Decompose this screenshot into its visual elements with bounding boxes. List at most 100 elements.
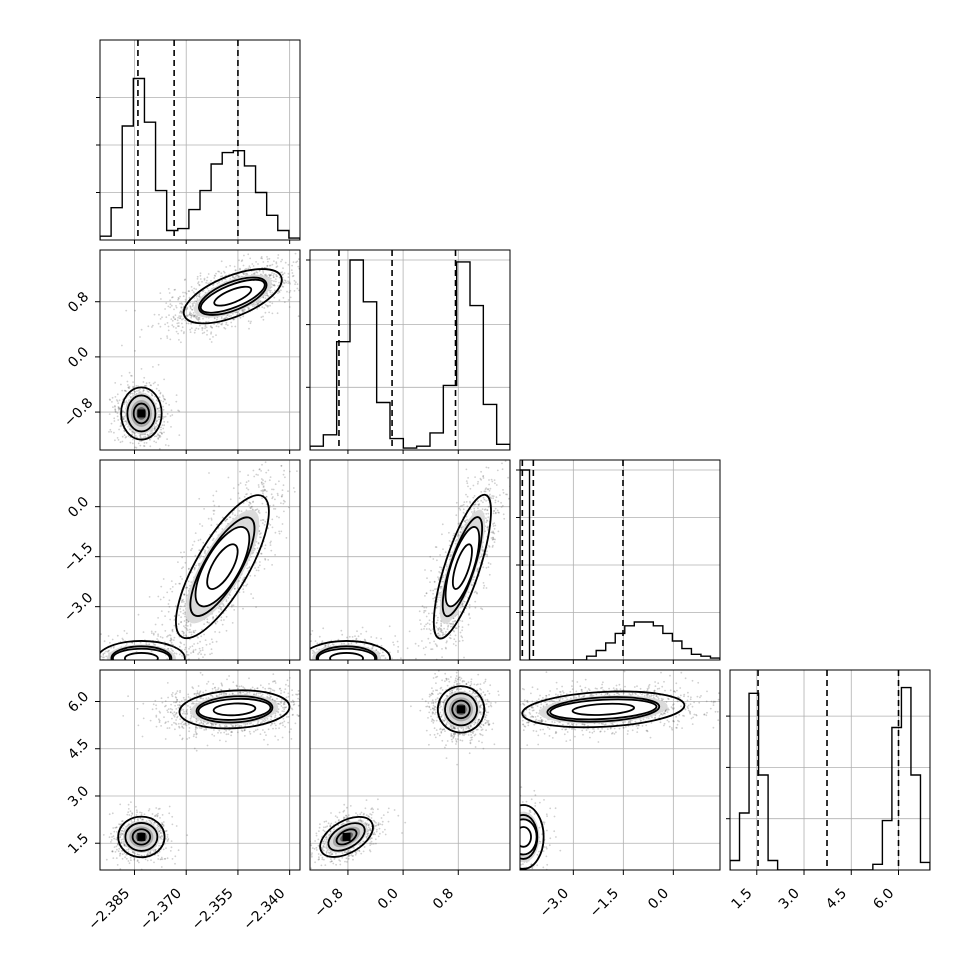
scatter-point	[173, 636, 176, 639]
scatter-point	[260, 470, 262, 472]
scatter-point	[131, 392, 134, 395]
scatter-point	[329, 662, 331, 664]
scatter-point	[192, 680, 194, 682]
scatter-point	[340, 642, 343, 645]
scatter-point	[123, 665, 125, 667]
scatter-point	[184, 291, 187, 294]
scatter-point	[459, 631, 462, 634]
scatter-point	[154, 665, 156, 667]
scatter-point	[370, 636, 373, 638]
scatter-point	[122, 410, 124, 412]
scatter-point	[278, 291, 281, 294]
scatter-point	[337, 665, 339, 667]
scatter-point	[143, 433, 146, 436]
scatter-point	[487, 505, 490, 508]
scatter-point	[198, 295, 201, 298]
scatter-point	[120, 383, 122, 386]
scatter-point	[164, 308, 167, 310]
scatter-point	[173, 615, 176, 617]
scatter-point	[160, 428, 162, 431]
scatter-point	[364, 663, 366, 665]
scatter-point	[278, 480, 280, 483]
scatter-point	[357, 677, 359, 679]
scatter-point	[225, 266, 228, 268]
scatter-point	[333, 663, 335, 665]
scatter-point	[296, 680, 298, 682]
panel-frame	[99, 459, 301, 661]
scatter-point	[392, 641, 394, 644]
scatter-point	[167, 634, 170, 637]
scatter-point	[197, 663, 199, 665]
scatter-point	[149, 673, 151, 675]
scatter-point	[465, 480, 468, 482]
scatter-point	[100, 633, 102, 635]
scatter-point	[151, 394, 154, 397]
scatter-point	[177, 316, 180, 319]
scatter-point	[189, 628, 191, 631]
scatter-point	[122, 420, 125, 423]
scatter-point	[131, 664, 133, 666]
scatter-point	[196, 275, 199, 278]
scatter-point	[146, 663, 148, 665]
scatter-point	[188, 661, 190, 663]
scatter-point	[272, 504, 275, 507]
scatter-point	[177, 561, 179, 563]
scatter-point	[234, 275, 237, 278]
scatter-point	[117, 664, 119, 666]
scatter-point	[387, 661, 389, 663]
scatter-point	[493, 541, 496, 543]
scatter-point	[415, 657, 417, 660]
scatter-point	[157, 363, 160, 366]
scatter-point	[221, 528, 224, 530]
scatter-point	[218, 322, 221, 324]
scatter-point	[121, 389, 124, 392]
scatter-point	[369, 661, 371, 663]
scatter-point	[263, 568, 266, 570]
scatter-point	[474, 600, 477, 603]
scatter-point	[123, 429, 126, 432]
scatter-point	[423, 606, 426, 609]
scatter-point	[157, 649, 160, 652]
scatter-point	[312, 665, 314, 667]
scatter-point	[159, 636, 162, 638]
scatter-point	[245, 481, 248, 484]
scatter-point	[167, 647, 169, 650]
scatter-point	[342, 661, 344, 663]
scatter-point	[220, 619, 223, 622]
scatter-point	[143, 445, 146, 447]
scatter-point	[176, 647, 178, 649]
scatter-point	[290, 654, 292, 656]
scatter-point	[375, 663, 377, 665]
scatter-point	[183, 625, 185, 627]
scatter-point	[150, 393, 153, 396]
scatter-point	[161, 663, 163, 665]
scatter-point	[247, 488, 250, 491]
scatter-point	[128, 387, 131, 389]
scatter-point	[184, 648, 186, 651]
scatter-point	[271, 488, 273, 491]
scatter-point	[357, 672, 359, 674]
scatter-point	[131, 430, 133, 433]
scatter-point	[170, 580, 173, 582]
scatter-point	[221, 516, 224, 519]
scatter-point	[301, 276, 303, 278]
scatter-point	[215, 490, 218, 493]
scatter-point	[169, 653, 172, 656]
scatter-point	[179, 317, 182, 319]
scatter-point	[130, 374, 132, 377]
scatter-point	[344, 675, 346, 677]
scatter-point	[494, 538, 496, 541]
scatter-point	[348, 673, 350, 675]
scatter-point	[131, 663, 133, 665]
scatter-point	[116, 672, 118, 674]
scatter-point	[210, 519, 213, 521]
scatter-point	[192, 651, 195, 653]
scatter-point	[108, 667, 110, 669]
scatter-point	[454, 540, 457, 542]
scatter-point	[258, 468, 261, 470]
scatter-point	[313, 430, 315, 432]
scatter-point	[179, 608, 182, 610]
scatter-point	[246, 273, 249, 276]
scatter-point	[288, 506, 290, 509]
scatter-point	[160, 667, 162, 669]
